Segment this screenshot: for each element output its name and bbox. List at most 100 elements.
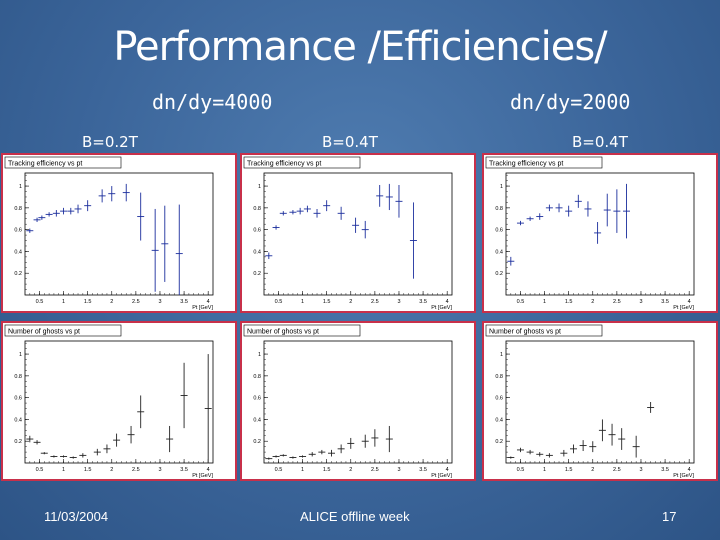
y-tick-label: 0.6 [14,228,22,234]
x-tick-label: 2.5 [371,467,379,473]
x-tick-label: 0.5 [517,467,525,473]
x-tick-label: 2.5 [132,299,140,305]
data-point [526,216,534,221]
y-tick-label: 0.4 [495,249,503,255]
x-tick-label: 2.5 [132,467,140,473]
y-tick-label: 1 [258,184,261,190]
data-point [60,455,68,458]
x-tick-label: 3.5 [661,299,669,305]
y-tick-label: 0.2 [495,439,503,445]
data-point [371,429,379,447]
x-tick-label: 1.5 [323,467,331,473]
data-point [352,217,360,233]
subhead-dndy-2000: dn/dy=2000 [510,90,631,114]
x-tick-label: 2.5 [613,467,621,473]
footer-date: 11/03/2004 [44,509,109,524]
plot-frame [24,172,214,296]
plot-frame [24,340,214,464]
y-tick-label: 0.2 [495,271,503,277]
data-point [40,452,48,455]
y-tick-label: 0.8 [253,206,261,212]
y-tick-label: 0.4 [14,417,22,423]
data-point [84,200,92,212]
plot-title-box [4,324,122,337]
data-point [409,202,417,279]
plot-panel-ghosts-dndy2000: Number of ghosts vs pt 0.2 0.4 0.6 0.8 1 0.5 1 1… [482,321,718,481]
data-point [385,183,393,211]
data-point [632,435,640,458]
data-point [327,449,335,457]
data-point [516,447,524,453]
data-point [67,207,75,215]
x-axis-label: Pt [GeV] [192,473,213,479]
plot-panel-efficiency-dndy2000: Tracking efficiency vs pt 0.2 0.4 0.6 0.8 1 0.… [482,153,718,313]
x-tick-label: 4 [207,467,210,473]
y-tick-label: 0.2 [14,271,22,277]
data-point [337,206,345,220]
x-tick-label: 3.5 [180,467,188,473]
data-point [308,452,316,457]
data-point [33,440,41,445]
plot-frame [505,340,695,464]
plot-ghosts-b02: Number of ghosts vs pt 0.2 0.4 0.6 0.8 1 0.5 1 1… [4,324,214,479]
data-point [204,354,212,463]
data-point [45,212,53,217]
bfield-label-left: B=0.2T [82,133,138,151]
x-tick-label: 0.5 [36,299,44,305]
y-tick-label: 0.8 [495,374,503,380]
x-tick-label: 0.5 [36,467,44,473]
y-tick-label: 0.6 [253,396,261,402]
x-tick-label: 2 [349,467,352,473]
x-tick-label: 1.5 [323,299,331,305]
y-tick-label: 0.8 [495,206,503,212]
y-tick-label: 0.6 [495,396,503,402]
y-tick-label: 0.4 [14,249,22,255]
y-tick-label: 0.2 [253,439,261,445]
x-tick-label: 1 [62,467,65,473]
plot-efficiency-b04: Tracking efficiency vs pt 0.2 0.4 0.6 0.8 1 0.… [243,156,452,311]
x-tick-label: 2 [110,467,113,473]
data-point [113,433,121,447]
x-tick-label: 3 [639,299,642,305]
plot-panel-efficiency-b02: Tracking efficiency vs pt 0.2 0.4 0.6 0.8 1 0.… [1,153,237,313]
x-tick-label: 0.5 [517,299,525,305]
data-point [318,449,326,455]
plot-title-box [243,324,361,337]
data-point [303,205,311,213]
data-point [69,456,77,459]
data-point [536,452,544,457]
x-tick-label: 0.5 [275,299,283,305]
plot-efficiency-b02: Tracking efficiency vs pt 0.2 0.4 0.6 0.8 1 0.… [4,156,214,311]
data-point [26,228,34,233]
data-point [98,189,106,203]
data-point [376,184,384,207]
y-tick-label: 0.2 [253,271,261,277]
x-tick-label: 4 [446,467,449,473]
plot-title-box [243,156,361,169]
plot-title-box [4,156,122,169]
x-tick-label: 3 [158,467,161,473]
data-point [108,186,116,202]
plot-title: Tracking efficiency vs pt [8,161,82,168]
plot-frame [505,172,695,296]
data-point [598,419,606,442]
x-tick-label: 3 [158,299,161,305]
y-tick-label: 0.4 [253,249,261,255]
data-point [507,256,515,266]
data-point [33,217,41,223]
y-tick-label: 1 [258,352,261,358]
x-tick-label: 3.5 [661,467,669,473]
x-tick-label: 0.5 [275,467,283,473]
x-tick-label: 2 [110,299,113,305]
x-axis-label: Pt [GeV] [673,473,694,479]
footer-event: ALICE offline week [300,509,410,524]
plot-panel-efficiency-b04: Tracking efficiency vs pt 0.2 0.4 0.6 0.8 1 0.… [240,153,476,313]
data-point [347,437,355,449]
plot-panel-ghosts-b02: Number of ghosts vs pt 0.2 0.4 0.6 0.8 1 0.5 1 1… [1,321,237,481]
data-point [272,455,280,458]
data-point [299,455,307,458]
data-point [289,210,297,215]
data-point [289,456,297,459]
data-point [296,207,304,215]
data-point [361,434,369,448]
